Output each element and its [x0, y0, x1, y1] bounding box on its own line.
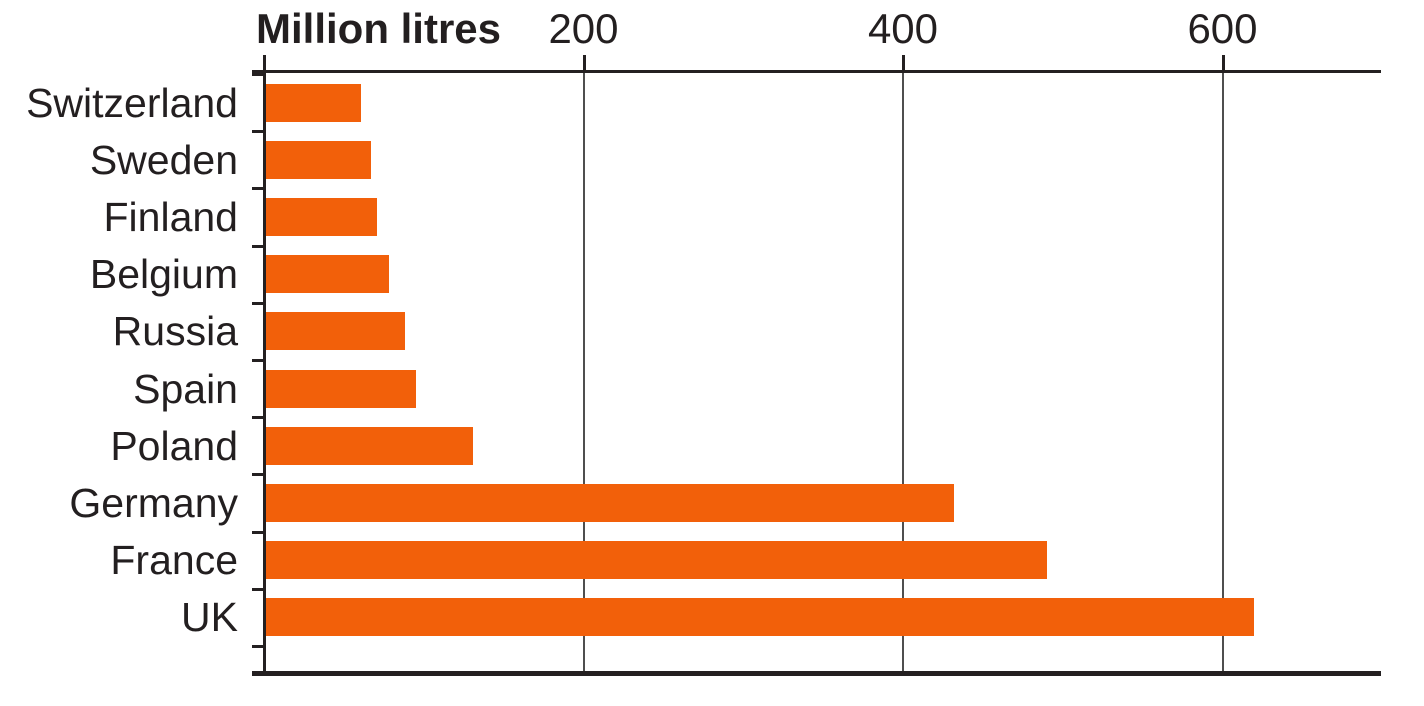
category-label: Poland — [110, 422, 238, 469]
bar-spain — [264, 369, 416, 408]
category-label: Spain — [133, 365, 238, 412]
y-tick — [252, 73, 263, 76]
bar-finland — [264, 198, 378, 236]
category-label: Belgium — [89, 251, 238, 298]
y-tick — [252, 530, 263, 534]
gridline-600 — [1221, 70, 1224, 676]
axis-title: Million litres — [256, 5, 502, 52]
y-tick — [252, 645, 263, 648]
bar-sweden — [264, 140, 372, 179]
y-tick — [252, 301, 263, 305]
gridline-400 — [902, 70, 904, 676]
category-label: France — [110, 537, 238, 584]
y-tick — [252, 244, 263, 248]
y-tick — [252, 416, 263, 420]
category-label: Sweden — [89, 136, 238, 183]
x-tick-label: 200 — [548, 5, 619, 52]
bar-germany — [264, 484, 955, 522]
y-axis — [263, 70, 266, 676]
y-tick — [252, 187, 263, 191]
y-tick — [252, 587, 263, 591]
x-tick-label: 600 — [1187, 5, 1258, 52]
bar-belgium — [264, 255, 389, 294]
bar-switzerland — [264, 83, 362, 122]
bar-poland — [264, 426, 474, 465]
category-label: Finland — [103, 194, 238, 240]
category-label: Russia — [112, 308, 238, 355]
x-tick-0 — [263, 55, 266, 70]
category-label: Germany — [69, 480, 238, 526]
x-tick-label: 400 — [867, 5, 939, 52]
category-label: Switzerland — [26, 79, 238, 126]
bar-france — [264, 541, 1047, 580]
x-tick-200 — [582, 55, 586, 70]
bar-russia — [264, 312, 405, 351]
y-tick — [252, 359, 263, 362]
bar-uk — [264, 598, 1255, 637]
x-axis-bottom — [252, 671, 1381, 676]
category-label: UK — [181, 594, 238, 641]
x-axis-top — [252, 70, 1381, 73]
gridline-200 — [582, 70, 585, 676]
x-tick-600 — [1221, 55, 1225, 70]
y-tick — [252, 473, 263, 477]
x-tick-400 — [902, 55, 905, 70]
y-tick — [252, 130, 263, 134]
